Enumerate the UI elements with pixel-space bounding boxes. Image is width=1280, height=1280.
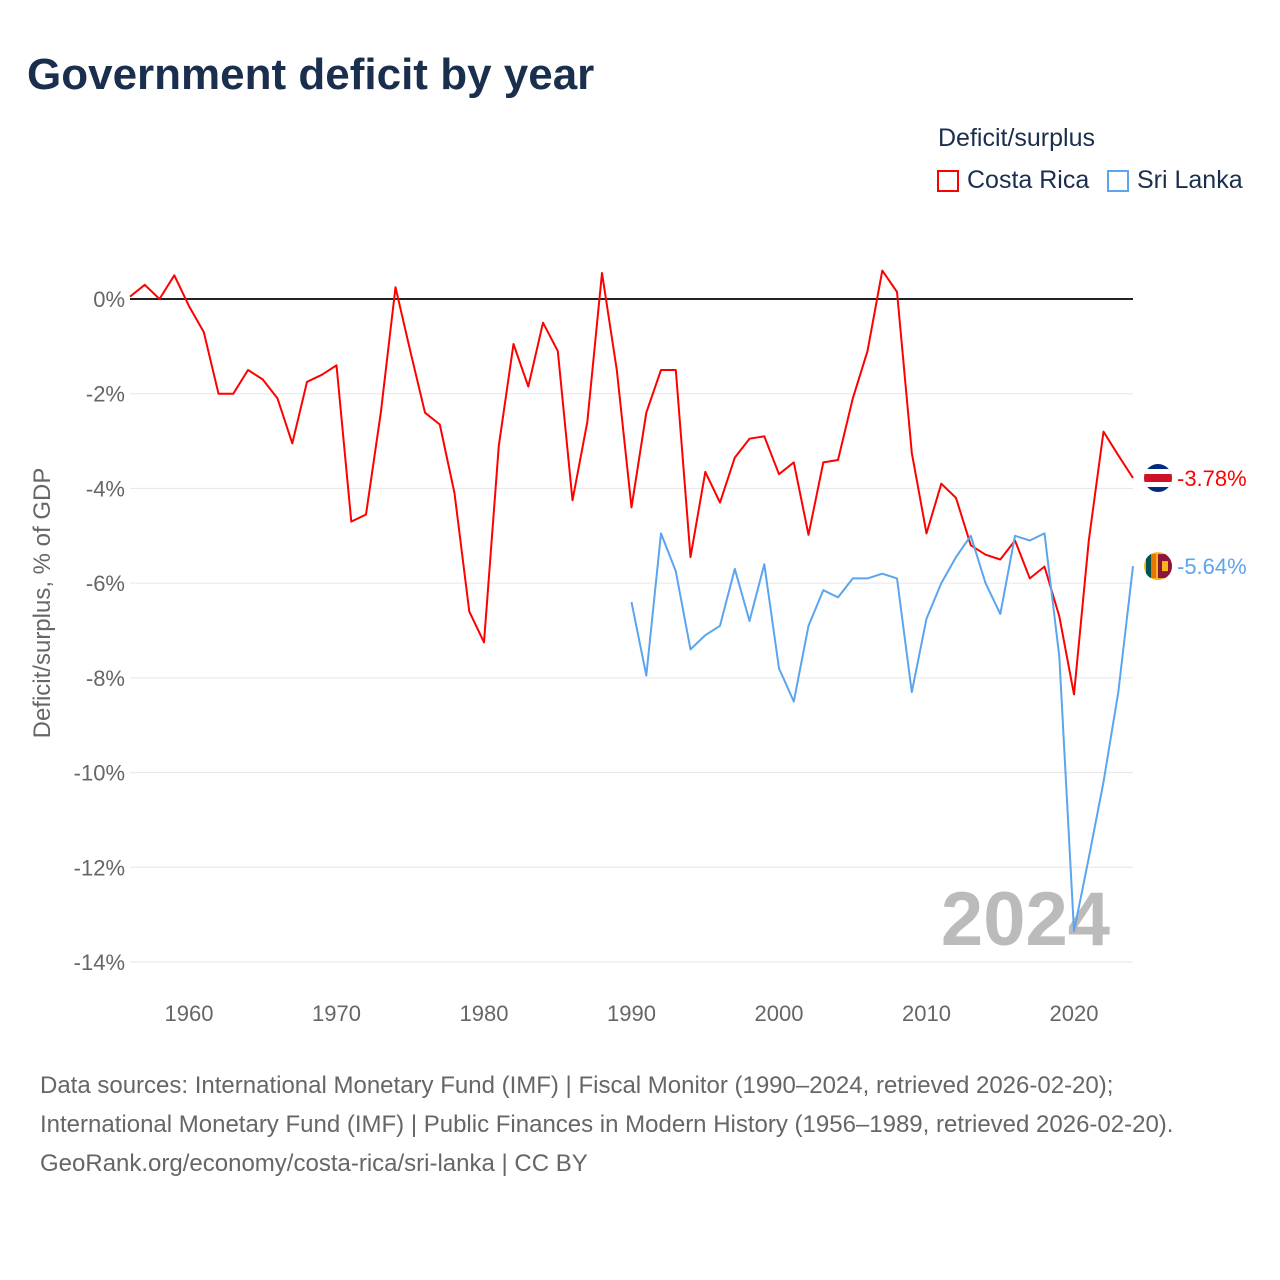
x-tick-label: 1970 (312, 1001, 361, 1026)
y-tick-label: -12% (74, 855, 125, 880)
x-tick-label: 1980 (460, 1001, 509, 1026)
legend-label: Sri Lanka (1137, 166, 1243, 194)
y-tick-label: -6% (86, 571, 125, 596)
legend-item-sri-lanka[interactable]: Sri Lanka (1107, 166, 1243, 195)
series-line-costa-rica[interactable] (129, 269, 1134, 696)
sri-lanka-flag-icon (1144, 552, 1172, 581)
y-tick-label: -14% (74, 950, 125, 975)
legend-item-costa-rica[interactable]: Costa Rica (937, 166, 1089, 195)
series-line-sri-lanka[interactable] (630, 532, 1134, 933)
y-tick-label: -8% (86, 666, 125, 691)
x-tick-label: 2020 (1050, 1001, 1099, 1026)
costa-rica-flag-icon (1144, 464, 1172, 493)
end-value-label: -5.64% (1177, 554, 1247, 579)
year-watermark: 2024 (941, 877, 1110, 962)
chart-title: Government deficit by year (27, 50, 595, 99)
x-tick-label: 1960 (165, 1001, 214, 1026)
credit-link[interactable]: GeoRank.org/economy/costa-rica/sri-lanka… (40, 1150, 588, 1177)
y-axis-label: Deficit/surplus, % of GDP (29, 468, 56, 739)
y-tick-label: 0% (93, 287, 125, 312)
y-tick-label: -4% (86, 476, 125, 501)
y-tick-label: -2% (86, 382, 125, 407)
x-tick-label: 1990 (607, 1001, 656, 1026)
legend-swatch (937, 169, 959, 192)
x-tick-label: 2000 (755, 1001, 804, 1026)
legend-swatch (1107, 169, 1129, 192)
data-sources: Data sources: International Monetary Fun… (40, 1072, 1174, 1138)
end-value-label: -3.78% (1177, 466, 1247, 491)
y-tick-label: -10% (74, 761, 125, 786)
legend-label: Costa Rica (967, 166, 1090, 194)
footer: Data sources: International Monetary Fun… (40, 1066, 1240, 1183)
legend-title: Deficit/surplus (938, 124, 1095, 152)
x-tick-label: 2010 (902, 1001, 951, 1026)
